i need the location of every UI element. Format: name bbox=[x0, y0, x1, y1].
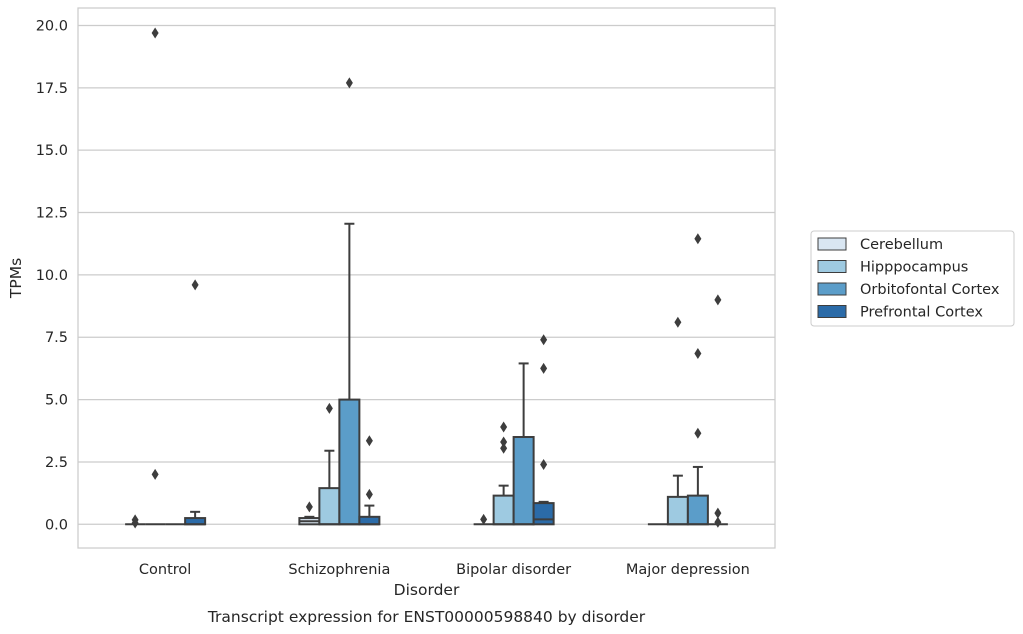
box-hipppocampus-schizophrenia bbox=[318, 402, 341, 526]
x-tick-labels: Control Schizophrenia Bipolar disorder Majo… bbox=[139, 562, 750, 578]
box-orbitofontal-cortex-schizophrenia bbox=[338, 77, 361, 526]
box-iqr bbox=[532, 502, 555, 526]
outlier-point bbox=[365, 488, 373, 500]
legend-swatch-cerebellum bbox=[817, 237, 847, 251]
outlier-point bbox=[674, 316, 682, 328]
x-tick-label: Schizophrenia bbox=[288, 562, 390, 578]
legend-frame bbox=[810, 230, 1015, 327]
y-tick-labels: 0.0 2.5 5.0 7.5 10.0 12.5 15.0 17.5 20.0 bbox=[36, 18, 68, 533]
plot-frame bbox=[77, 7, 776, 549]
y-tick-label: 5.0 bbox=[45, 393, 68, 409]
outlier-point bbox=[540, 458, 548, 470]
box-prefrontal-cortex-major-depression bbox=[707, 294, 728, 528]
box-cerebellum-bipolar-disorder bbox=[473, 513, 494, 526]
box-cerebellum-schizophrenia bbox=[298, 501, 321, 526]
box-iqr bbox=[358, 515, 381, 526]
y-tick-label: 0.0 bbox=[45, 517, 68, 533]
outlier-point bbox=[540, 362, 548, 374]
box-prefrontal-cortex-bipolar-disorder bbox=[532, 334, 555, 526]
box-iqr bbox=[686, 494, 709, 526]
legend-swatch-prefrontal-cortex bbox=[817, 305, 847, 318]
box-hipppocampus-bipolar-disorder bbox=[492, 421, 515, 526]
legend-label-orbitofontal-cortex: Orbitofontal Cortex bbox=[860, 282, 1000, 298]
chart-caption: Transcript expression for ENST0000059884… bbox=[207, 608, 646, 626]
gridlines bbox=[78, 24, 775, 525]
legend-swatch-orbitofontal-cortex bbox=[817, 282, 847, 296]
box-iqr bbox=[338, 398, 361, 526]
y-tick-label: 17.5 bbox=[36, 81, 68, 97]
legend: Cerebellum Hipppocampus Orbitofontal Corte… bbox=[810, 230, 1015, 327]
legend-label-hipppocampus: Hipppocampus bbox=[860, 260, 968, 276]
outlier-point bbox=[714, 294, 722, 306]
x-tick-label: Bipolar disorder bbox=[456, 562, 571, 578]
outlier-point bbox=[191, 279, 199, 291]
outlier-point bbox=[694, 233, 702, 245]
outlier-point bbox=[151, 27, 159, 39]
legend-label-prefrontal-cortex: Prefrontal Cortex bbox=[860, 305, 983, 321]
box-iqr bbox=[318, 487, 341, 526]
y-tick-label: 10.0 bbox=[36, 268, 68, 284]
legend-label-cerebellum: Cerebellum bbox=[860, 237, 943, 253]
y-tick-label: 20.0 bbox=[36, 18, 68, 34]
outlier-point bbox=[714, 507, 722, 519]
y-tick-label: 12.5 bbox=[36, 206, 68, 222]
box-prefrontal-cortex-schizophrenia bbox=[358, 435, 381, 526]
x-tick-label: Control bbox=[139, 562, 191, 578]
x-tick-label: Major depression bbox=[626, 562, 750, 578]
outlier-point bbox=[131, 517, 139, 529]
box-prefrontal-cortex-control bbox=[184, 279, 207, 526]
outlier-point bbox=[714, 516, 722, 528]
x-axis-title: Disorder bbox=[394, 581, 460, 599]
box-orbitofontal-cortex-major-depression bbox=[686, 233, 709, 526]
outlier-point bbox=[500, 442, 508, 454]
outlier-point bbox=[500, 436, 508, 448]
outlier-point bbox=[694, 347, 702, 359]
box-iqr bbox=[512, 436, 535, 526]
y-axis-title: TPMs bbox=[7, 258, 25, 299]
outlier-point bbox=[151, 468, 159, 480]
outlier-point bbox=[480, 513, 488, 525]
outlier-point bbox=[345, 77, 353, 89]
outlier-point bbox=[500, 421, 508, 433]
box-cerebellum-control bbox=[125, 514, 146, 529]
box-iqr bbox=[492, 494, 515, 526]
boxes bbox=[125, 27, 728, 529]
legend-swatch-hipppocampus bbox=[817, 260, 847, 273]
y-tick-label: 7.5 bbox=[45, 330, 68, 346]
y-tick-label: 2.5 bbox=[45, 455, 68, 471]
outlier-point bbox=[694, 427, 702, 439]
outlier-point bbox=[365, 435, 373, 447]
box-orbitofontal-cortex-bipolar-disorder bbox=[512, 362, 535, 526]
box-iqr bbox=[666, 495, 689, 526]
y-tick-label: 15.0 bbox=[36, 143, 68, 159]
outlier-point bbox=[305, 501, 313, 513]
outlier-point bbox=[540, 334, 548, 346]
box-hipppocampus-major-depression bbox=[666, 316, 689, 526]
box-hipppocampus-control bbox=[145, 27, 166, 526]
outlier-point bbox=[325, 402, 333, 414]
